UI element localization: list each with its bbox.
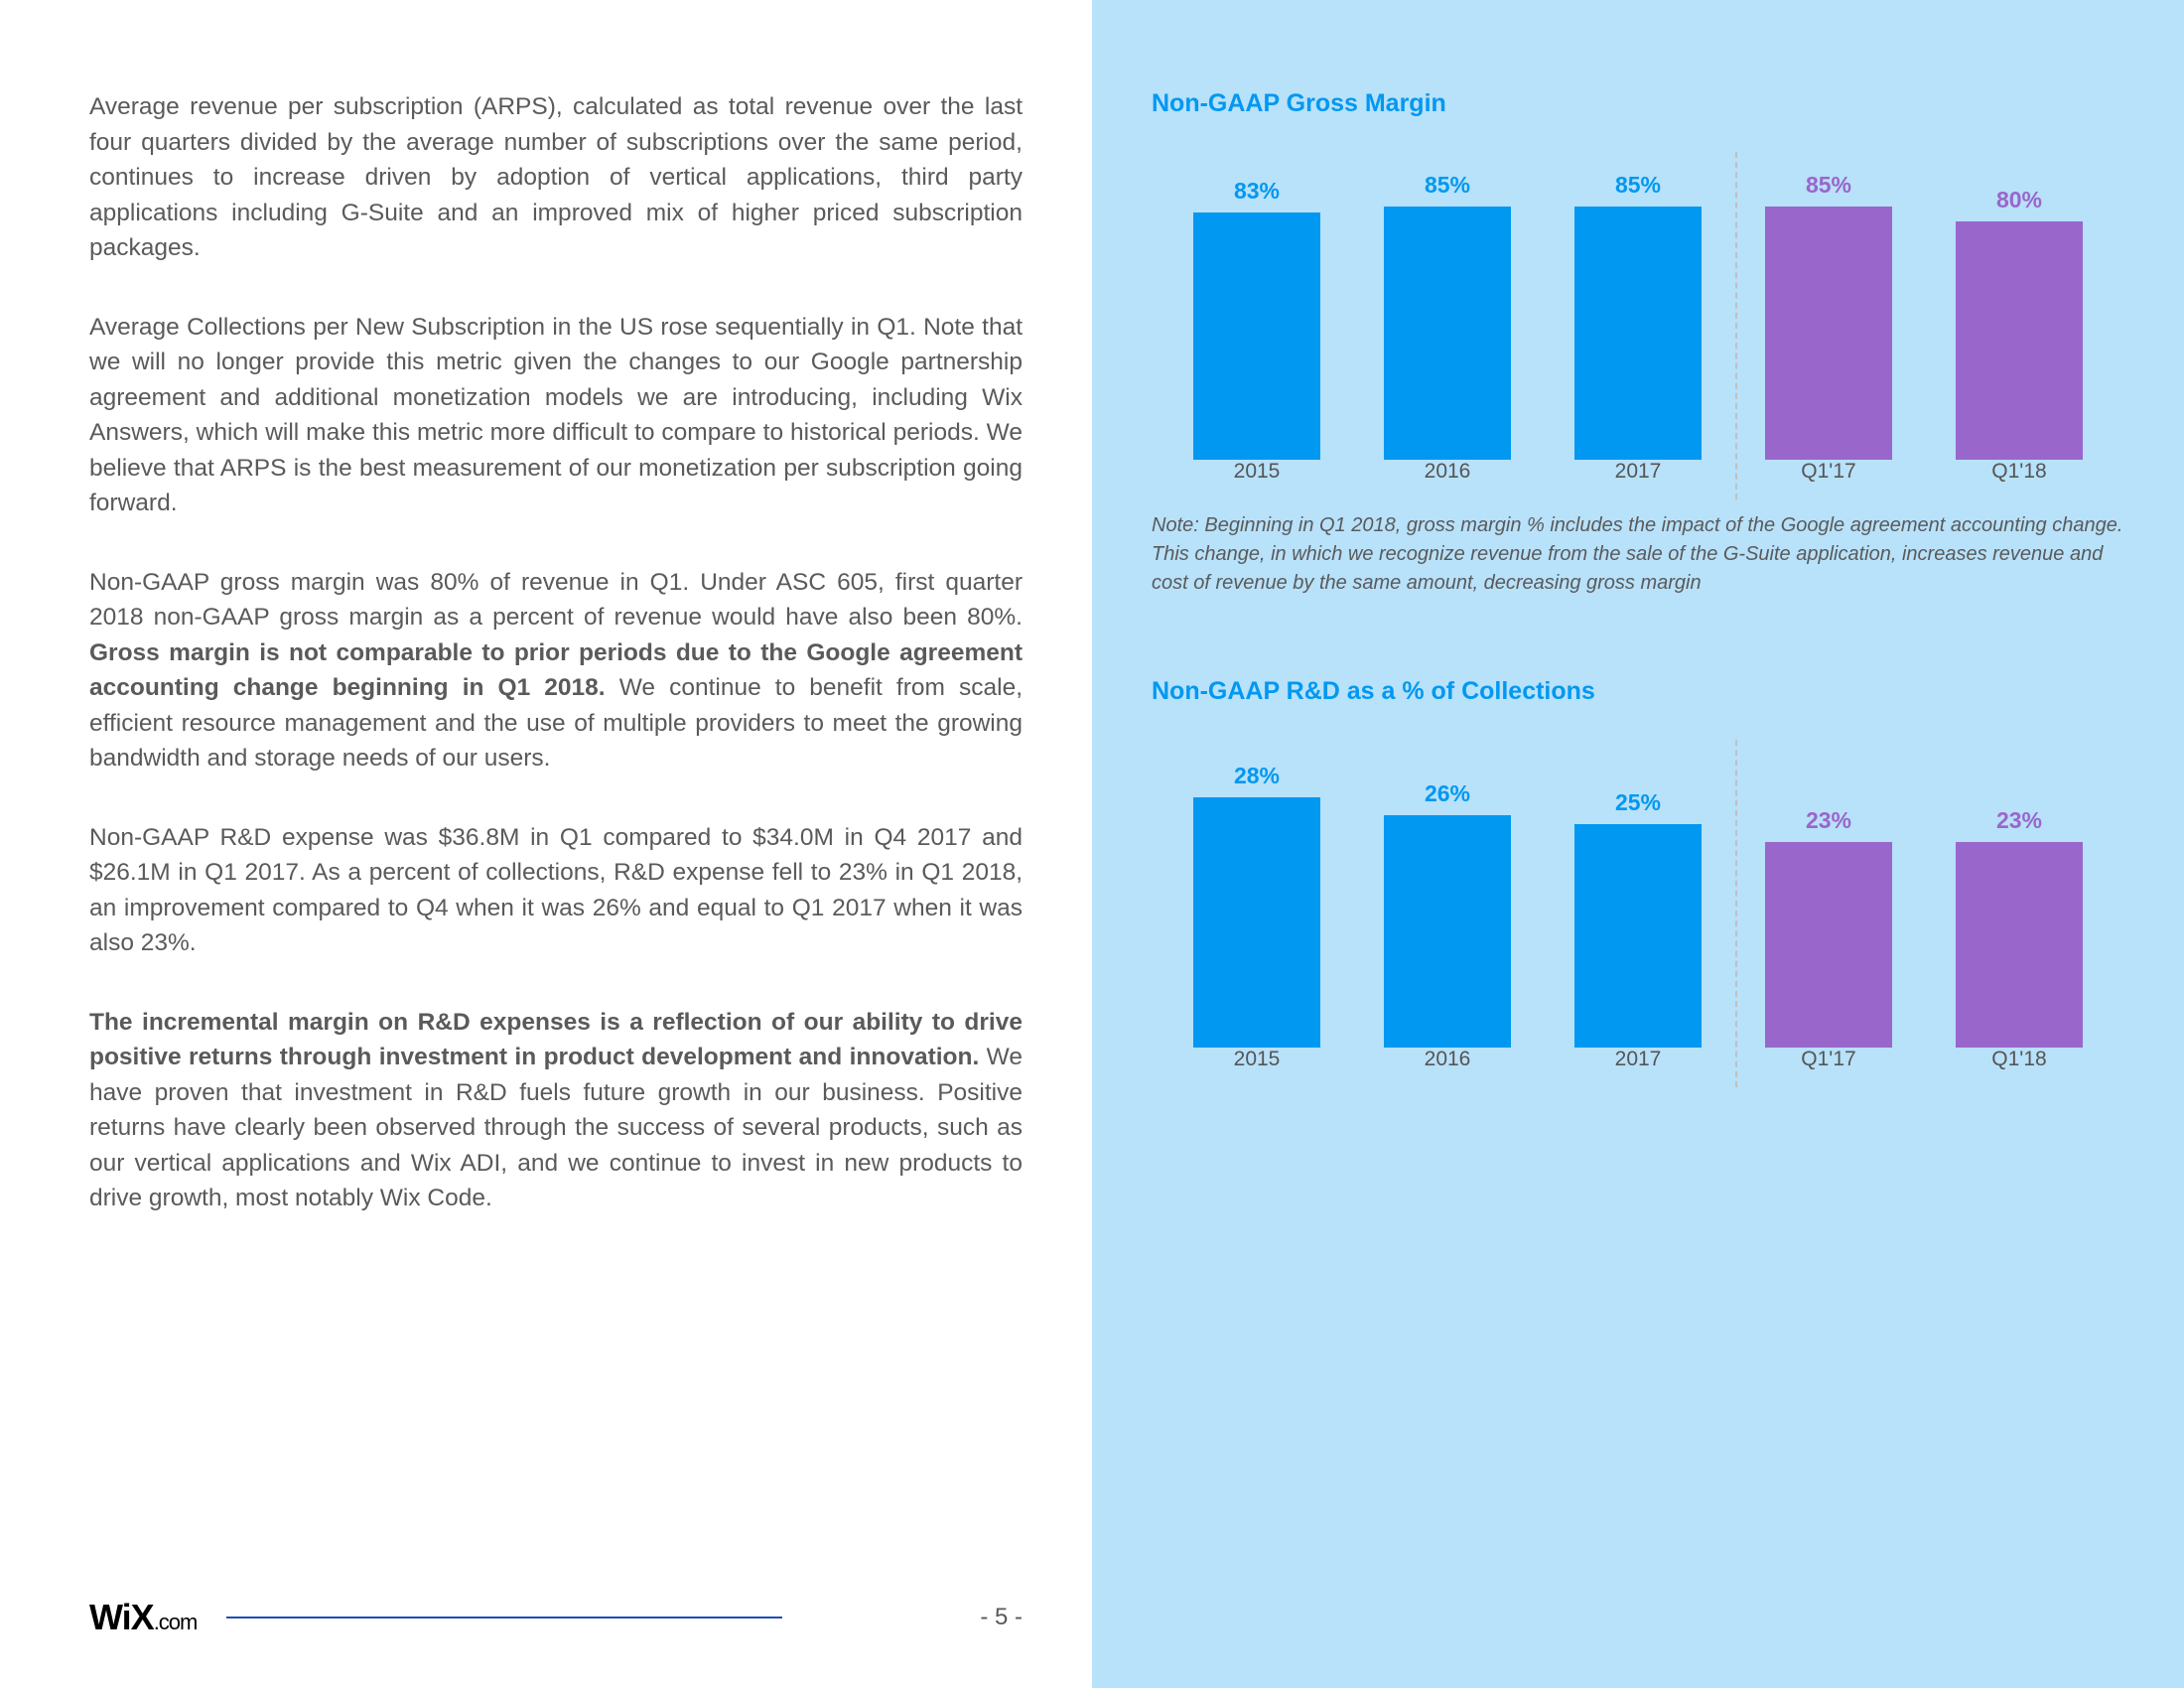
bar-value-label: 23%	[1806, 807, 1851, 834]
bar-column: 23%	[1950, 807, 2089, 1048]
bar-column: 23%	[1759, 807, 1898, 1048]
bar-value-label: 85%	[1425, 172, 1470, 199]
x-axis-label: 2015	[1187, 460, 1326, 484]
bar-value-label: 26%	[1425, 780, 1470, 807]
bar-column: 80%	[1950, 187, 2089, 460]
page-number: - 5 -	[980, 1604, 1023, 1631]
bar-column: 28%	[1187, 763, 1326, 1048]
bar-value-label: 23%	[1996, 807, 2042, 834]
bar	[1956, 842, 2083, 1048]
page-footer: WiX.com - 5 -	[89, 1597, 1023, 1638]
chart2-area: 28% 26% 25% 23% 23%	[1152, 740, 2124, 1048]
bar-value-label: 80%	[1996, 187, 2042, 213]
bar-value-label: 85%	[1615, 172, 1661, 199]
bar	[1574, 824, 1702, 1048]
chart1-title: Non-GAAP Gross Margin	[1152, 89, 2124, 118]
footer-rule	[226, 1617, 782, 1618]
x-axis-label: 2016	[1378, 460, 1517, 484]
p5-bold: The incremental margin on R&D expenses i…	[89, 1009, 1023, 1071]
chart-divider	[1735, 152, 1737, 499]
chart2-x-axis: 2015 2016 2017 Q1'17 Q1'18	[1152, 1048, 2124, 1071]
paragraph-2: Average Collections per New Subscription…	[89, 310, 1023, 521]
x-axis-label: 2017	[1569, 460, 1707, 484]
bar	[1384, 815, 1511, 1048]
bar-column: 25%	[1569, 789, 1707, 1048]
x-axis-label: 2015	[1187, 1048, 1326, 1071]
paragraph-4: Non-GAAP R&D expense was $36.8M in Q1 co…	[89, 820, 1023, 961]
bar	[1765, 207, 1892, 460]
bar-value-label: 83%	[1234, 178, 1280, 205]
wix-logo: WiX.com	[89, 1597, 197, 1638]
x-axis-label: Q1'18	[1950, 1048, 2089, 1071]
x-axis-label: Q1'17	[1759, 460, 1898, 484]
bar-value-label: 28%	[1234, 763, 1280, 789]
paragraph-5: The incremental margin on R&D expenses i…	[89, 1005, 1023, 1216]
paragraph-3: Non-GAAP gross margin was 80% of revenue…	[89, 565, 1023, 776]
chart1-x-axis: 2015 2016 2017 Q1'17 Q1'18	[1152, 460, 2124, 484]
p3-text-a: Non-GAAP gross margin was 80% of revenue…	[89, 569, 1023, 632]
bar-value-label: 25%	[1615, 789, 1661, 816]
logo-main: WiX	[89, 1597, 154, 1637]
chart1-note: Note: Beginning in Q1 2018, gross margin…	[1152, 511, 2124, 598]
right-panel: Non-GAAP Gross Margin 83% 85% 85% 85% 80% 20…	[1092, 0, 2184, 1688]
bar-value-label: 85%	[1806, 172, 1851, 199]
bar	[1193, 797, 1320, 1048]
chart1-area: 83% 85% 85% 85% 80%	[1152, 152, 2124, 460]
bar	[1384, 207, 1511, 460]
bar	[1574, 207, 1702, 460]
chart-gross-margin: Non-GAAP Gross Margin 83% 85% 85% 85% 80% 20…	[1152, 89, 2124, 598]
bar	[1193, 212, 1320, 460]
paragraph-1: Average revenue per subscription (ARPS),…	[89, 89, 1023, 266]
x-axis-label: Q1'17	[1759, 1048, 1898, 1071]
bar	[1765, 842, 1892, 1048]
bar-column: 85%	[1759, 172, 1898, 460]
bar	[1956, 221, 2083, 460]
x-axis-label: 2017	[1569, 1048, 1707, 1071]
chart2-title: Non-GAAP R&D as a % of Collections	[1152, 677, 2124, 706]
chart-divider	[1735, 740, 1737, 1087]
x-axis-label: 2016	[1378, 1048, 1517, 1071]
page-root: Average revenue per subscription (ARPS),…	[0, 0, 2184, 1688]
x-axis-label: Q1'18	[1950, 460, 2089, 484]
bar-column: 26%	[1378, 780, 1517, 1048]
logo-suffix: .com	[154, 1610, 198, 1634]
bar-column: 83%	[1187, 178, 1326, 460]
chart-rd-collections: Non-GAAP R&D as a % of Collections 28% 26…	[1152, 677, 2124, 1071]
left-column: Average revenue per subscription (ARPS),…	[0, 0, 1092, 1688]
bar-column: 85%	[1569, 172, 1707, 460]
bar-column: 85%	[1378, 172, 1517, 460]
